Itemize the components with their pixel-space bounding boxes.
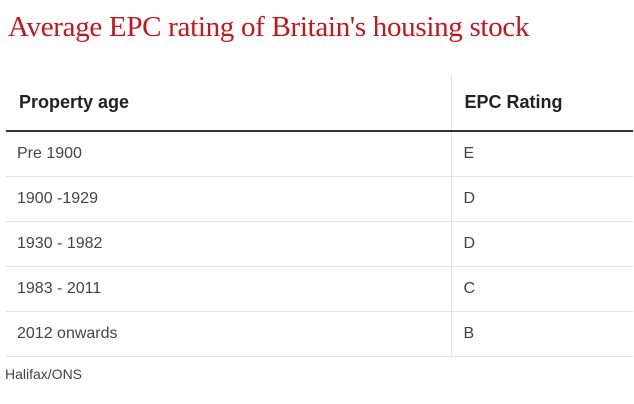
cell-property-age: 1983 - 2011	[6, 266, 451, 312]
table-row: Pre 1900 E	[6, 131, 633, 177]
chart-title: Average EPC rating of Britain's housing …	[8, 11, 530, 43]
table-row: 1930 - 1982 D	[6, 221, 633, 267]
cell-property-age: 1900 -1929	[6, 176, 451, 222]
epc-table: Property age EPC Rating Pre 1900 E 1900 …	[6, 74, 633, 357]
table-header-row: Property age EPC Rating	[6, 74, 633, 132]
cell-property-age: 2012 onwards	[6, 311, 451, 357]
cell-property-age: 1930 - 1982	[6, 221, 451, 267]
cell-epc-rating: E	[450, 131, 633, 177]
cell-epc-rating: D	[450, 176, 633, 222]
table-row: 2012 onwards B	[6, 311, 633, 357]
source-note: Halifax/ONS	[5, 366, 83, 382]
header-property-age: Property age	[6, 74, 451, 132]
cell-epc-rating: C	[450, 266, 633, 312]
cell-property-age: Pre 1900	[6, 131, 451, 177]
cell-epc-rating: B	[450, 311, 633, 357]
table-row: 1983 - 2011 C	[6, 266, 633, 312]
table-row: 1900 -1929 D	[6, 176, 633, 222]
cell-epc-rating: D	[450, 221, 633, 267]
data-table-container: Property age EPC Rating Pre 1900 E 1900 …	[6, 74, 633, 357]
header-epc-rating: EPC Rating	[450, 74, 633, 132]
